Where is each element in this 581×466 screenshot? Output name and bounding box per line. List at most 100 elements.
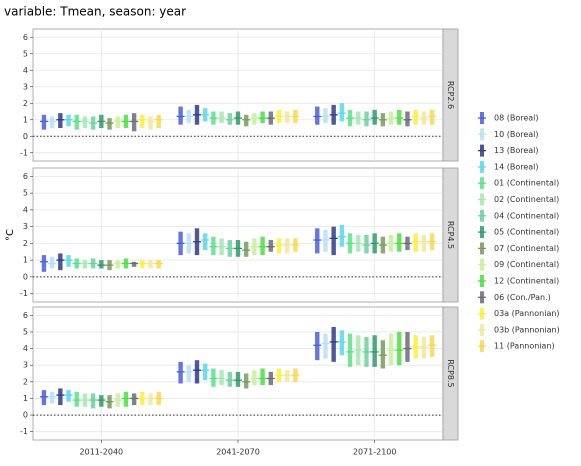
range-bar <box>58 113 63 128</box>
facet-strip <box>442 167 459 303</box>
range-bar <box>58 253 63 271</box>
y-tick-label: 2 <box>23 377 28 386</box>
y-tick-label: 0 <box>23 132 28 141</box>
range-bar <box>413 109 418 125</box>
range-bar <box>131 261 137 267</box>
legend-label: 05 (Continental) <box>494 228 559 237</box>
range-bar <box>178 361 183 384</box>
range-bar <box>244 114 249 127</box>
range-bar <box>397 233 402 252</box>
range-bar <box>252 113 257 125</box>
legend-label: 11 (Pannonian) <box>494 342 555 351</box>
range-bar <box>260 368 265 386</box>
range-bar <box>364 235 369 254</box>
range-bar <box>41 114 47 130</box>
legend-label: 14 (Boreal) <box>494 162 539 171</box>
y-tick-label: 1 <box>23 115 28 124</box>
y-tick-label: 4 <box>23 205 28 214</box>
facet-label: RCP4.5 <box>446 221 455 249</box>
range-bar <box>58 388 63 406</box>
range-bar <box>372 335 377 367</box>
y-tick-label: 5 <box>23 189 28 198</box>
range-bar <box>260 236 265 256</box>
range-bar <box>148 393 153 406</box>
range-bar <box>429 109 435 125</box>
range-bar <box>413 233 418 252</box>
range-bar <box>49 391 55 404</box>
y-tick-label: 2 <box>23 99 28 108</box>
range-bar <box>82 116 88 128</box>
range-bar <box>260 111 265 124</box>
range-bar <box>315 106 320 125</box>
facet-label: RCP2.6 <box>446 81 455 109</box>
range-bar <box>49 116 55 128</box>
range-bar <box>41 390 47 406</box>
legend-label: 13 (Boreal) <box>494 146 539 155</box>
x-tick-label: 2071-2100 <box>353 448 397 457</box>
range-bar <box>82 260 88 269</box>
x-tick-label: 2041-2070 <box>216 448 260 457</box>
range-bar <box>331 226 336 256</box>
range-bar <box>323 333 328 359</box>
y-tick-label: 2 <box>23 239 28 248</box>
range-bar <box>140 260 145 269</box>
range-bar <box>268 240 273 252</box>
range-bar <box>364 111 369 127</box>
legend-label: 01 (Continental) <box>494 179 559 188</box>
legend-label: 02 (Continental) <box>494 195 559 204</box>
range-bar <box>429 335 435 357</box>
range-bar <box>252 370 257 386</box>
range-bar <box>156 260 161 269</box>
range-bar <box>194 360 200 384</box>
range-bar <box>405 331 410 362</box>
range-bar <box>331 326 336 362</box>
range-bar <box>178 106 183 125</box>
facet-label: RCP8.5 <box>446 359 455 387</box>
range-bar <box>315 228 320 254</box>
legend-label: 03a (Pannonian) <box>494 309 560 318</box>
legend-label: 09 (Continental) <box>494 260 559 269</box>
y-tick-label: 6 <box>23 311 28 320</box>
range-bar <box>244 241 249 257</box>
range-bar <box>323 229 328 252</box>
range-bar <box>123 391 129 407</box>
range-bar <box>380 340 386 369</box>
range-bar <box>74 114 79 130</box>
range-bar <box>41 255 47 272</box>
chart-title: variable: Tmean, season: year <box>4 5 186 19</box>
range-bar <box>397 331 402 366</box>
range-bar <box>397 109 402 125</box>
x-tick-label: 2011-2040 <box>80 448 124 457</box>
range-bar <box>131 113 137 132</box>
range-bar <box>148 116 153 130</box>
range-bar <box>140 114 145 128</box>
y-tick-label: 3 <box>23 82 28 91</box>
range-bar <box>339 103 345 122</box>
y-tick-label: 3 <box>23 222 28 231</box>
y-tick-label: -1 <box>20 427 28 436</box>
range-bar <box>107 118 112 130</box>
range-bar <box>285 370 290 382</box>
range-bar <box>90 393 96 409</box>
y-tick-label: 6 <box>23 172 28 181</box>
range-bar <box>276 238 282 254</box>
y-tick-label: 4 <box>23 344 28 353</box>
range-bar <box>211 368 216 387</box>
y-tick-label: 0 <box>23 272 28 281</box>
range-bar <box>115 260 120 269</box>
legend-label: 06 (Con./Pan.) <box>494 293 551 302</box>
range-bar <box>148 260 153 269</box>
range-bar <box>285 238 290 254</box>
y-tick-label: 3 <box>23 361 28 370</box>
range-bar <box>99 395 104 407</box>
range-bar <box>227 113 232 125</box>
range-bar <box>339 224 345 247</box>
range-bar <box>131 393 137 406</box>
range-bar <box>219 370 224 386</box>
range-bar <box>186 365 191 382</box>
range-bar <box>219 111 224 124</box>
range-bar <box>315 331 320 361</box>
legend-label: 07 (Continental) <box>494 244 559 253</box>
y-tick-label: 4 <box>23 66 28 75</box>
